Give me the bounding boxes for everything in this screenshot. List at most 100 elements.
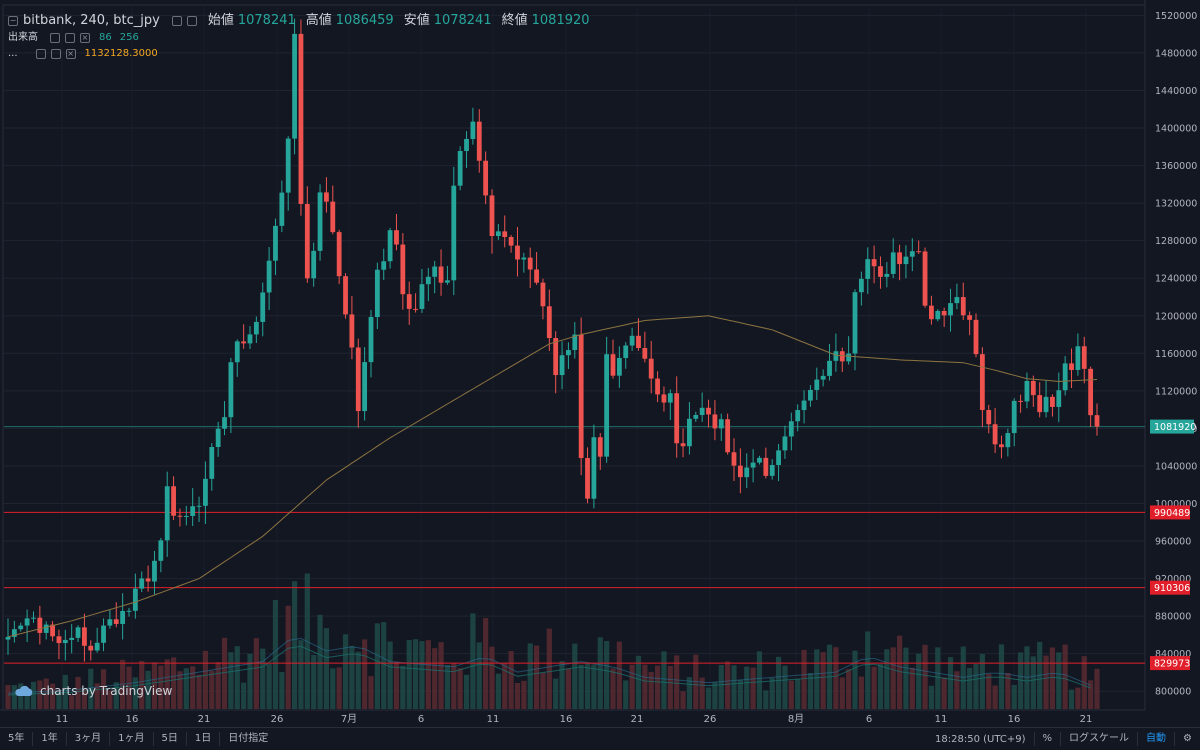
- candle-body: [489, 195, 495, 237]
- gear-icon[interactable]: [186, 16, 197, 26]
- volume-bar: [349, 645, 355, 709]
- volume-bar: [578, 664, 584, 709]
- collapse-icon[interactable]: −: [8, 16, 18, 26]
- x-tick-label: 16: [560, 714, 573, 725]
- y-tick-label: 1000000: [1155, 499, 1197, 510]
- auto-scale-button[interactable]: 自動: [1137, 732, 1174, 746]
- volume-bar: [896, 635, 903, 709]
- volume-bar: [623, 680, 629, 709]
- volume-bar: [814, 649, 820, 709]
- candle-body: [540, 282, 546, 307]
- candle-body: [483, 160, 489, 196]
- y-tick-label: 1120000: [1155, 386, 1197, 397]
- volume-bar: [833, 647, 839, 709]
- candle-body: [362, 362, 368, 412]
- volume-bar: [381, 622, 387, 709]
- candle-body: [610, 354, 616, 376]
- candle-body: [445, 280, 450, 283]
- volume-bar: [457, 668, 463, 709]
- volume-bar: [795, 678, 801, 709]
- settings-gear-icon[interactable]: ⚙: [1174, 732, 1200, 746]
- candle-body: [94, 642, 100, 651]
- chart-background: [0, 0, 1200, 727]
- range-5d-button[interactable]: 5日: [154, 732, 187, 746]
- volume-bar: [686, 677, 693, 709]
- candle-body: [304, 204, 310, 279]
- eye-icon[interactable]: [35, 49, 46, 59]
- volume-bar: [170, 657, 177, 709]
- gear-icon[interactable]: [50, 49, 61, 59]
- volume-bar: [425, 640, 431, 709]
- volume-bar: [858, 676, 864, 709]
- candle-body: [145, 578, 151, 582]
- y-tick-label: 1200000: [1155, 311, 1197, 322]
- hline-price-label: 829973: [1154, 659, 1190, 670]
- candle-body: [884, 273, 890, 277]
- candle-body: [215, 428, 221, 448]
- close-icon[interactable]: ×: [80, 33, 90, 43]
- candle-body: [88, 645, 94, 651]
- candle-body: [1043, 396, 1049, 413]
- eye-icon[interactable]: [171, 16, 182, 26]
- candle-body: [241, 341, 247, 344]
- candle-body: [11, 629, 17, 637]
- volume-bar: [916, 653, 922, 709]
- volume-bar: [330, 668, 336, 709]
- candle-body: [1069, 363, 1074, 370]
- volume-bar: [272, 600, 279, 709]
- percent-button[interactable]: %: [1033, 732, 1061, 746]
- range-1m-button[interactable]: 1ヶ月: [110, 732, 154, 746]
- candle-body: [865, 259, 871, 279]
- low-value: 1078241: [433, 13, 492, 28]
- candle-body: [604, 354, 610, 457]
- volume-bar: [565, 668, 572, 709]
- volume-bar: [56, 693, 62, 709]
- volume-bar: [355, 651, 361, 709]
- log-scale-button[interactable]: ログスケール: [1060, 732, 1137, 746]
- price-chart[interactable]: 800000 840000 880000 920000 960000 1000000 104…: [0, 0, 1200, 727]
- close-label: 終値: [501, 13, 528, 28]
- candle-body: [979, 354, 985, 411]
- y-tick-label: 920000: [1155, 574, 1191, 585]
- volume-bar: [406, 640, 412, 709]
- date-range-button[interactable]: 日付指定: [228, 733, 269, 744]
- volume-bar: [145, 670, 151, 709]
- candle-body: [120, 610, 126, 624]
- volume-bar: [661, 651, 667, 709]
- candle-body: [712, 414, 718, 429]
- candle-body: [273, 225, 278, 261]
- volume-value-b: 256: [119, 32, 139, 43]
- gear-icon[interactable]: [65, 33, 75, 43]
- candle-body: [495, 231, 501, 237]
- volume-bar: [973, 664, 979, 709]
- close-icon[interactable]: ×: [65, 49, 76, 59]
- candle-body: [636, 335, 641, 348]
- eye-icon[interactable]: [50, 33, 60, 43]
- volume-bar: [642, 664, 648, 709]
- range-5y-button[interactable]: 5年: [0, 732, 34, 746]
- candle-body: [559, 355, 565, 376]
- volume-bar: [616, 641, 622, 709]
- candle-body: [833, 351, 839, 361]
- range-1d-button[interactable]: 1日: [187, 732, 221, 746]
- candle-body: [623, 345, 629, 359]
- x-tick-label: 16: [1008, 714, 1021, 725]
- y-tick-label: 1040000: [1155, 461, 1197, 472]
- volume-bar: [909, 667, 915, 709]
- candle-body: [827, 360, 832, 376]
- volume-bar: [419, 641, 425, 709]
- hline-price-label: 910306: [1154, 583, 1190, 594]
- volume-bar: [190, 666, 196, 709]
- candle-body: [24, 618, 30, 626]
- candle-body: [355, 347, 361, 412]
- ma-value: 1132128.3000: [84, 48, 158, 59]
- volume-bar: [718, 664, 724, 709]
- range-1y-button[interactable]: 1年: [33, 732, 67, 746]
- tradingview-watermark[interactable]: charts by TradingView: [14, 684, 172, 698]
- range-3m-button[interactable]: 3ヶ月: [67, 732, 111, 746]
- candle-body: [629, 335, 635, 346]
- candle-body: [999, 444, 1004, 448]
- volume-bar: [183, 668, 189, 709]
- candle-body: [171, 486, 176, 516]
